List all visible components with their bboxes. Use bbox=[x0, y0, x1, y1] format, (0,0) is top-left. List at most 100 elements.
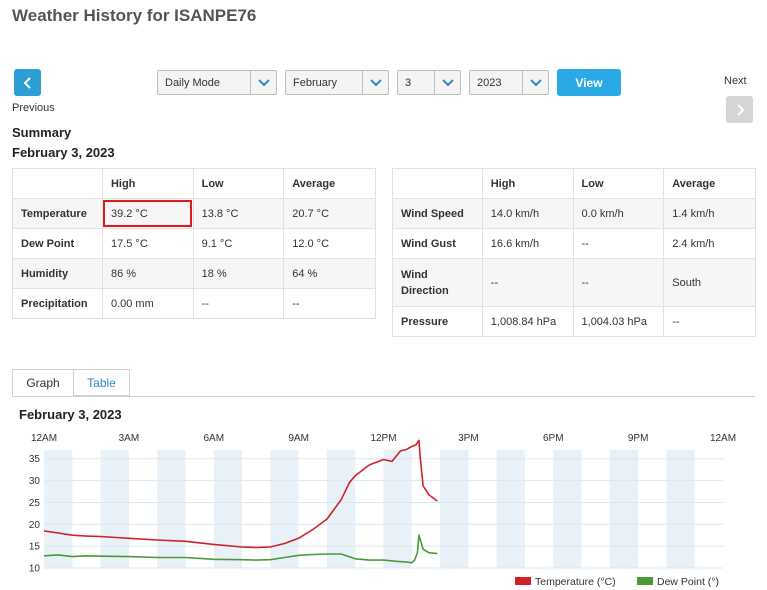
summary-table-right: High Low Average Wind Speed 14.0 km/h 0.… bbox=[392, 168, 756, 337]
table-cell: 20.7 °C bbox=[283, 198, 376, 229]
mode-select[interactable]: Daily Mode bbox=[157, 70, 277, 95]
table-header-row: High Low Average bbox=[392, 168, 756, 199]
table-row: Wind Gust 16.6 km/h -- 2.4 km/h bbox=[392, 228, 756, 259]
table-header-cell: Low bbox=[192, 168, 285, 199]
table-cell: -- bbox=[283, 288, 376, 319]
hour-band bbox=[100, 450, 129, 568]
summary-date: February 3, 2023 bbox=[12, 145, 115, 160]
weather-chart: 12AM 3AM 6AM 9AM 12PM 3PM 6PM 9PM 12AM 10 15 20 25 3… bbox=[29, 433, 736, 588]
table-cell: -- bbox=[663, 306, 756, 337]
table-row: Precipitation 0.00 mm -- -- bbox=[12, 288, 376, 319]
hour-band bbox=[496, 450, 525, 568]
x-tick-label: 3PM bbox=[458, 433, 479, 444]
table-header-cell bbox=[392, 168, 483, 199]
view-button[interactable]: View bbox=[557, 69, 621, 96]
chevron-right-icon bbox=[736, 103, 744, 116]
next-button[interactable] bbox=[726, 96, 753, 123]
chart-legend: Temperature (°C) Dew Point (°) bbox=[515, 576, 719, 588]
chevron-left-icon bbox=[23, 76, 31, 89]
row-label: Pressure bbox=[392, 306, 483, 337]
table-cell: South bbox=[663, 258, 756, 307]
table-row: Temperature 39.2 °C 13.8 °C 20.7 °C bbox=[12, 198, 376, 229]
table-cell: 1,008.84 hPa bbox=[481, 306, 574, 337]
temperature-legend-label: Temperature (°C) bbox=[535, 576, 616, 588]
y-tick-label: 30 bbox=[29, 476, 41, 487]
page-title: Weather History for ISANPE76 bbox=[12, 6, 257, 25]
tab-divider bbox=[12, 396, 755, 397]
row-label: Wind Gust bbox=[392, 228, 483, 259]
chart-gridlines bbox=[44, 458, 723, 569]
x-tick-label: 6PM bbox=[543, 433, 564, 444]
table-header-cell: High bbox=[481, 168, 574, 199]
x-tick-label: 9PM bbox=[628, 433, 649, 444]
highlight-box bbox=[102, 200, 192, 227]
hour-band bbox=[666, 450, 695, 568]
temperature-high-value: 39.2 °C bbox=[110, 207, 148, 220]
chevron-down-icon bbox=[441, 78, 454, 86]
chart-bands bbox=[44, 450, 695, 568]
table-row: Dew Point 17.5 °C 9.1 °C 12.0 °C bbox=[12, 228, 376, 259]
table-cell: -- bbox=[572, 258, 665, 307]
hour-band bbox=[383, 450, 412, 568]
row-label: Wind Speed bbox=[392, 198, 483, 229]
table-cell: -- bbox=[481, 258, 574, 307]
table-cell: 0.0 km/h bbox=[572, 198, 665, 229]
row-label: Dew Point bbox=[12, 228, 103, 259]
table-header-cell: Average bbox=[663, 168, 756, 199]
hour-band bbox=[157, 450, 186, 568]
chart-date: February 3, 2023 bbox=[19, 407, 122, 422]
hour-band bbox=[213, 450, 243, 568]
table-cell: 18 % bbox=[192, 258, 285, 289]
table-cell: 86 % bbox=[101, 258, 194, 289]
previous-button[interactable] bbox=[14, 69, 41, 96]
chevron-down-icon bbox=[257, 78, 270, 86]
table-row: Humidity 86 % 18 % 64 % bbox=[12, 258, 376, 289]
x-tick-label: 12AM bbox=[31, 433, 57, 444]
table-cell: 0.00 mm bbox=[101, 288, 194, 319]
tab-graph[interactable]: Graph bbox=[12, 369, 74, 396]
year-select[interactable]: 2023 bbox=[469, 70, 549, 95]
month-value: February bbox=[293, 76, 338, 89]
tab-table[interactable]: Table bbox=[73, 369, 130, 396]
dew-point-line bbox=[43, 534, 438, 564]
hour-band bbox=[44, 450, 73, 568]
table-cell: 16.6 km/h bbox=[481, 228, 574, 259]
chevron-down-icon bbox=[529, 78, 542, 86]
month-select[interactable]: February bbox=[285, 70, 389, 95]
year-value: 2023 bbox=[477, 76, 502, 89]
table-row: Pressure 1,008.84 hPa 1,004.03 hPa -- bbox=[392, 306, 756, 337]
row-label: Wind Direction bbox=[392, 258, 483, 307]
hour-band bbox=[553, 450, 582, 568]
summary-table-left: High Low Average Temperature 39.2 °C 13.… bbox=[12, 168, 376, 319]
row-label: Humidity bbox=[12, 258, 103, 289]
table-cell: 9.1 °C bbox=[192, 228, 285, 259]
x-tick-label: 12AM bbox=[710, 433, 736, 444]
table-cell: 39.2 °C bbox=[101, 198, 194, 229]
dew-point-legend-label: Dew Point (°) bbox=[657, 576, 719, 588]
table-row: Wind Direction -- -- South bbox=[392, 258, 756, 307]
table-cell: 17.5 °C bbox=[101, 228, 194, 259]
table-cell: 13.8 °C bbox=[192, 198, 285, 229]
table-cell: -- bbox=[572, 228, 665, 259]
summary-heading: Summary bbox=[12, 125, 72, 140]
chart-series bbox=[43, 439, 438, 564]
x-tick-label: 9AM bbox=[288, 433, 309, 444]
previous-label[interactable]: Previous bbox=[12, 102, 55, 114]
hour-band bbox=[440, 450, 469, 568]
y-tick-label: 25 bbox=[29, 498, 41, 509]
table-cell: 1,004.03 hPa bbox=[572, 306, 665, 337]
hour-band bbox=[609, 450, 639, 568]
temperature-line bbox=[43, 439, 438, 549]
table-header-cell bbox=[12, 168, 103, 199]
y-tick-label: 35 bbox=[29, 454, 41, 465]
day-select[interactable]: 3 bbox=[397, 70, 461, 95]
table-cell: 1.4 km/h bbox=[663, 198, 756, 229]
next-label[interactable]: Next bbox=[724, 75, 747, 87]
table-cell: 2.4 km/h bbox=[663, 228, 756, 259]
table-header-cell: Average bbox=[283, 168, 376, 199]
table-row: Wind Speed 14.0 km/h 0.0 km/h 1.4 km/h bbox=[392, 198, 756, 229]
table-cell: 12.0 °C bbox=[283, 228, 376, 259]
hour-band bbox=[326, 450, 356, 568]
row-label: Precipitation bbox=[12, 288, 103, 319]
table-cell: -- bbox=[192, 288, 285, 319]
